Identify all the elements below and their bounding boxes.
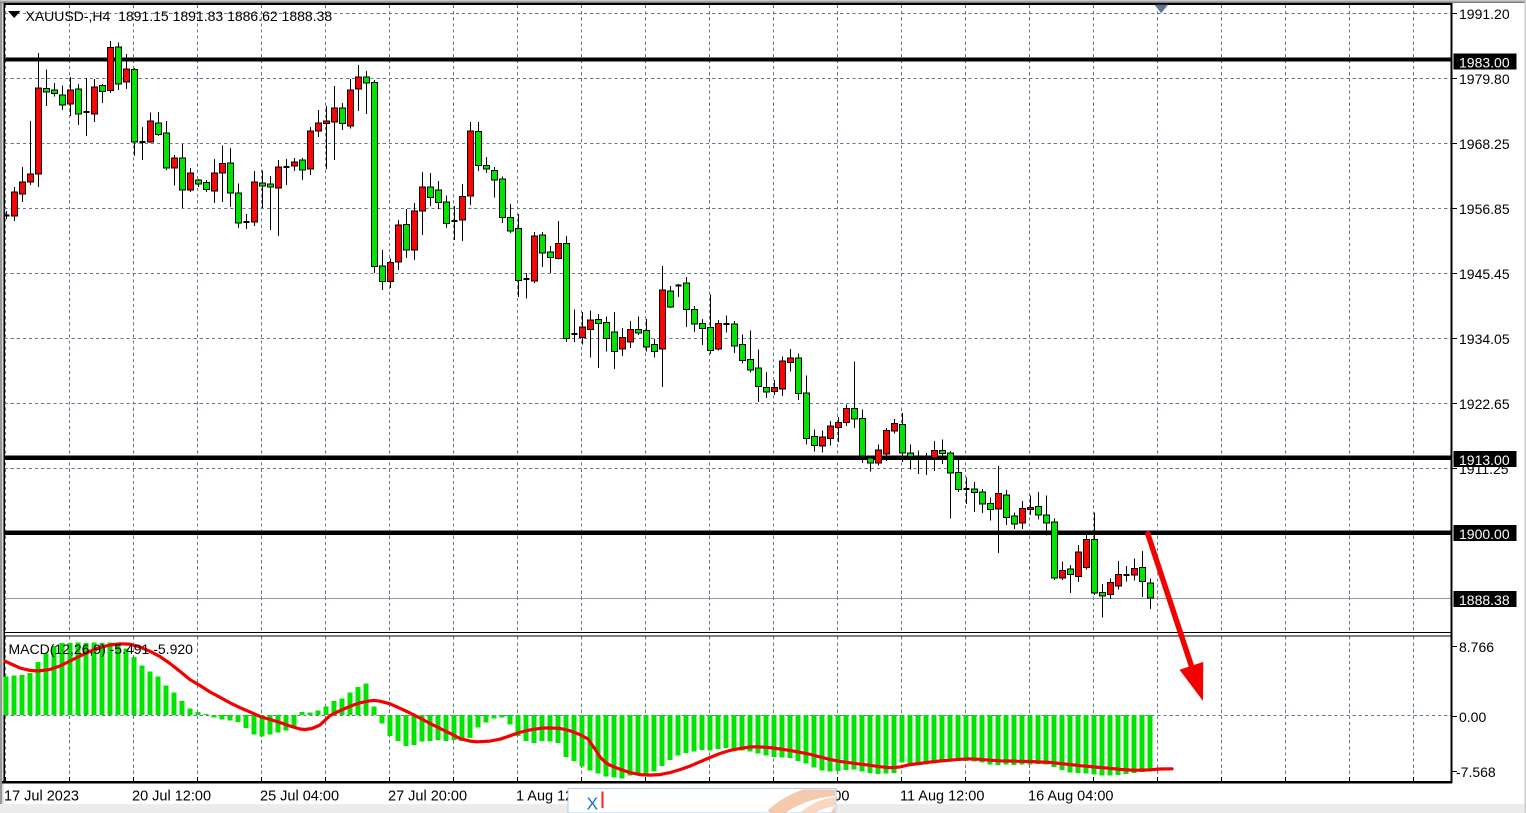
svg-text:MACD(12,26,9) -5.491 -5.920: MACD(12,26,9) -5.491 -5.920 xyxy=(9,641,194,657)
svg-text:1979.80: 1979.80 xyxy=(1459,71,1510,87)
svg-text:1888.38: 1888.38 xyxy=(1459,592,1510,608)
svg-text:1934.05: 1934.05 xyxy=(1459,331,1510,347)
svg-text:-7.568: -7.568 xyxy=(1456,764,1496,780)
svg-text:20 Jul 12:00: 20 Jul 12:00 xyxy=(132,789,211,805)
svg-text:1913.00: 1913.00 xyxy=(1459,452,1510,468)
svg-text:25 Jul 04:00: 25 Jul 04:00 xyxy=(260,789,339,805)
svg-text:11 Aug 12:00: 11 Aug 12:00 xyxy=(900,789,984,805)
svg-text:1922.65: 1922.65 xyxy=(1459,396,1510,412)
svg-text:XAUUSD-,H4 1891.15 1891.83 18: XAUUSD-,H4 1891.15 1891.83 1886.62 1888.… xyxy=(26,8,333,24)
svg-text:0.00: 0.00 xyxy=(1459,709,1486,725)
svg-text:X: X xyxy=(587,794,599,813)
svg-text:1900.00: 1900.00 xyxy=(1459,526,1510,542)
svg-text:1991.20: 1991.20 xyxy=(1459,6,1510,22)
svg-text:1983.00: 1983.00 xyxy=(1459,55,1510,71)
svg-text:1956.85: 1956.85 xyxy=(1459,201,1510,217)
svg-text:1968.25: 1968.25 xyxy=(1459,136,1510,152)
svg-text:17 Jul 2023: 17 Jul 2023 xyxy=(4,789,79,805)
svg-text:1945.45: 1945.45 xyxy=(1459,266,1510,282)
svg-text:16 Aug 04:00: 16 Aug 04:00 xyxy=(1028,789,1113,805)
svg-text:27 Jul 20:00: 27 Jul 20:00 xyxy=(388,789,467,805)
svg-text:8.766: 8.766 xyxy=(1459,639,1494,655)
